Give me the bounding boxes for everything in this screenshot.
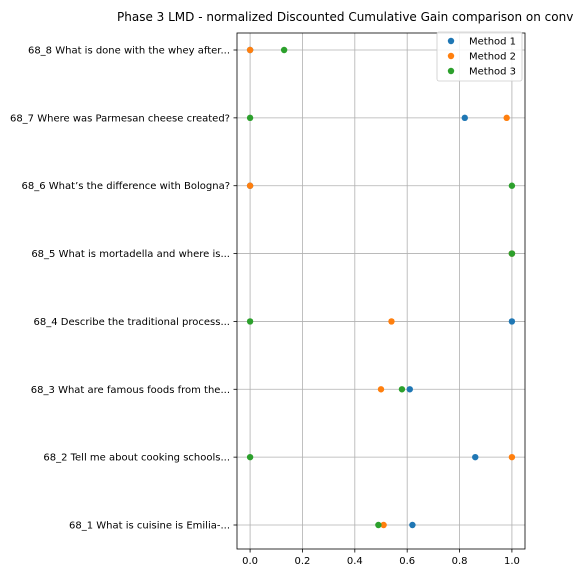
x-axis: 0.0 0.2 0.4 0.6 0.8 1.0: [242, 549, 520, 567]
data-point: [246, 318, 254, 325]
chart-title: Phase 3 LMD - normalized Discounted Cumu…: [117, 10, 573, 24]
legend-label: Method 3: [469, 67, 516, 78]
data-point: [246, 114, 254, 122]
grid-lines: [237, 33, 525, 549]
y-tick-label: 68_3 What are famous foods from the...: [31, 385, 230, 396]
y-axis: 68_1 What is cuisine is Emilia-... 68_2 T…: [10, 46, 237, 532]
data-point: [377, 386, 385, 393]
data-point: [388, 318, 395, 325]
y-tick-label: 68_8 What is done with the whey after...: [28, 46, 230, 57]
data-point: [380, 521, 387, 529]
y-tick-label: 68_5 What is mortadella and where is...: [31, 249, 230, 260]
data-point: [503, 114, 510, 122]
y-tick-label: 68_7 Where was Parmesan cheese created?: [10, 113, 230, 124]
x-tick-label: 0.8: [452, 556, 468, 567]
legend-label: Method 1: [469, 37, 516, 48]
data-point: [508, 453, 516, 461]
legend-marker: [447, 52, 455, 60]
data-point: [246, 453, 254, 461]
data-point: [508, 318, 516, 325]
legend-frame: [436, 31, 523, 82]
data-point: [246, 182, 254, 189]
data-point: [409, 521, 416, 529]
y-tick-label: 68_6 What’s the difference with Bologna?: [22, 181, 230, 192]
x-tick-label: 0.6: [399, 556, 415, 567]
x-tick-label: 0.2: [295, 556, 311, 567]
data-point: [375, 521, 382, 529]
plot-frame: [236, 32, 526, 550]
legend: Method 1 Method 2 Method 3: [436, 31, 523, 82]
data-point: [406, 386, 413, 393]
data-point: [508, 250, 516, 257]
data-point: [508, 182, 516, 189]
data-point: [472, 453, 479, 461]
legend-marker: [447, 67, 455, 75]
data-point: [461, 114, 468, 122]
data-point: [280, 46, 288, 54]
legend-label: Method 2: [469, 52, 516, 63]
x-tick-label: 1.0: [504, 556, 520, 567]
x-tick-label: 0.4: [347, 556, 363, 567]
data-point: [398, 386, 406, 393]
y-tick-label: 68_2 Tell me about cooking schools...: [43, 453, 230, 464]
y-tick-label: 68_1 What is cuisine is Emilia-...: [69, 521, 230, 532]
legend-marker: [447, 37, 455, 45]
x-tick-label: 0.0: [242, 556, 258, 567]
data-points: [246, 46, 516, 529]
data-point: [246, 46, 254, 54]
y-tick-label: 68_4 Describe the traditional process...: [34, 317, 230, 328]
